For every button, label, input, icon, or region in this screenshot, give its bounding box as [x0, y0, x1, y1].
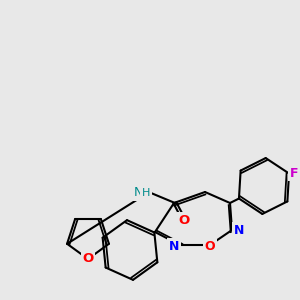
- Text: N: N: [169, 239, 179, 253]
- Text: H: H: [142, 188, 150, 198]
- Text: N: N: [234, 224, 244, 236]
- Text: O: O: [205, 241, 215, 254]
- Text: O: O: [178, 214, 190, 226]
- Text: N: N: [133, 187, 143, 200]
- Text: F: F: [290, 167, 298, 180]
- Text: O: O: [82, 253, 94, 266]
